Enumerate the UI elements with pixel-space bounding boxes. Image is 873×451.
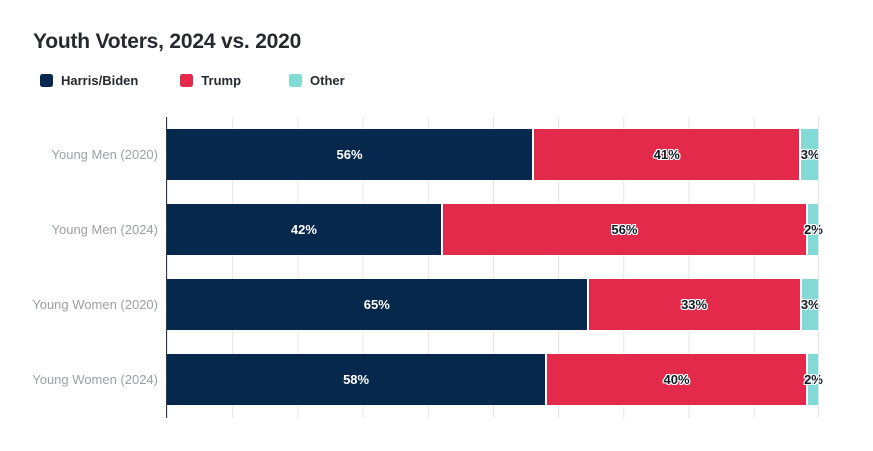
segment-trump[interactable]: 33% [586, 279, 800, 330]
value-label: 2% [804, 222, 823, 237]
value-label: 58% [343, 372, 370, 387]
value-label: 56% [336, 147, 363, 162]
segment-harris-biden[interactable]: 42% [167, 204, 441, 255]
segment-harris-biden[interactable]: 56% [167, 129, 533, 180]
plot-area: 56% 41% 3% 42% 56% 2% 65% 33% 3% 58% 40% 2% [167, 117, 823, 418]
value-label: 33% [681, 297, 708, 312]
category-label: Young Men (2024) [51, 222, 159, 237]
value-label: 3% [800, 147, 820, 162]
legend-swatch-icon [180, 74, 194, 87]
category-label: Young Women (2020) [32, 297, 158, 312]
segment-harris-biden[interactable]: 65% [167, 279, 587, 330]
bar-row: 65% 33% 3% [167, 279, 820, 330]
category-label: Young Men (2020) [51, 147, 159, 162]
value-label: 41% [653, 147, 680, 162]
segment-trump[interactable]: 41% [532, 129, 800, 180]
segment-trump[interactable]: 56% [440, 204, 806, 255]
segment-other[interactable]: 3% [799, 129, 820, 180]
y-axis-line [166, 117, 168, 418]
legend-swatch-icon [289, 74, 303, 87]
bar-row: 56% 41% 3% [167, 129, 820, 180]
legend-label: Other [310, 73, 345, 88]
category-labels: Young Men (2020) Young Men (2024) Young Wo… [0, 117, 158, 405]
bar-row: 58% 40% 2% [167, 354, 823, 405]
segment-trump[interactable]: 40% [545, 354, 806, 405]
bar-row: 42% 56% 2% [167, 204, 823, 255]
legend-item: Harris/Biden [40, 73, 138, 88]
legend-item: Other [289, 73, 345, 88]
category-label: Young Women (2024) [32, 372, 158, 387]
segment-other[interactable]: 2% [804, 354, 823, 405]
legend-swatch-icon [40, 74, 53, 87]
value-label: 42% [290, 222, 317, 237]
value-label: 40% [663, 372, 690, 387]
value-label: 56% [611, 222, 638, 237]
value-label: 2% [804, 372, 823, 387]
legend-label: Trump [201, 73, 242, 88]
segment-other[interactable]: 3% [799, 279, 820, 330]
legend-label: Harris/Biden [61, 73, 139, 88]
value-label: 3% [800, 297, 820, 312]
segment-harris-biden[interactable]: 58% [167, 354, 546, 405]
legend-item: Trump [180, 73, 241, 88]
value-label: 65% [363, 297, 390, 312]
segment-other[interactable]: 2% [804, 204, 823, 255]
chart-title: Youth Voters, 2024 vs. 2020 [33, 30, 302, 53]
legend: Harris/Biden Trump Other [40, 73, 387, 88]
